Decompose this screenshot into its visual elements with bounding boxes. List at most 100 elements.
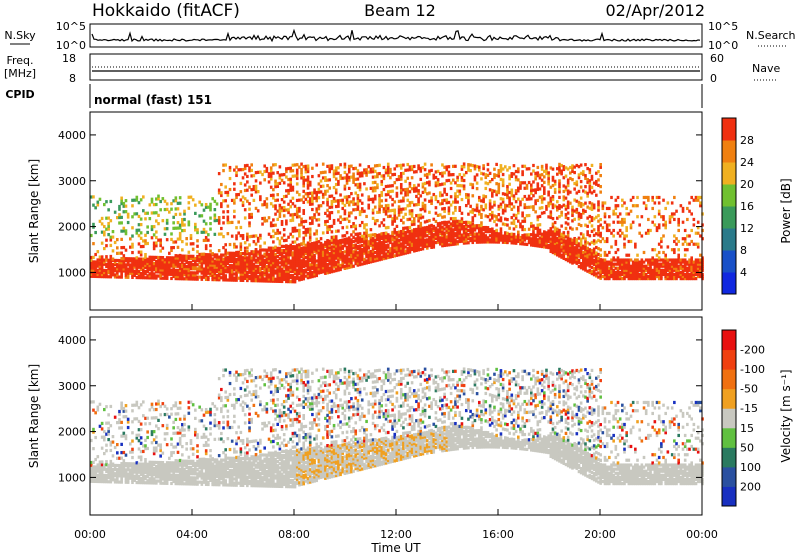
power-cell [177, 207, 180, 210]
power-cell [550, 213, 553, 216]
power-cell [628, 254, 631, 257]
power-cell [326, 198, 329, 201]
power-cell [625, 226, 628, 229]
power-cell [419, 178, 422, 181]
power-cell [224, 199, 227, 202]
power-cell [157, 214, 160, 217]
power-cell [565, 227, 568, 230]
power-cell [287, 192, 290, 195]
power-cell [348, 179, 351, 182]
power-cell [476, 173, 479, 176]
power-cell [337, 166, 340, 169]
power-cell [248, 243, 251, 246]
power-cell [240, 182, 243, 185]
power-cell [593, 206, 596, 209]
power-cell [209, 222, 212, 225]
power-cell [428, 183, 431, 186]
power-cell [593, 228, 596, 231]
power-cell [617, 204, 620, 207]
power-cell [175, 196, 178, 199]
power-cell [279, 240, 282, 243]
power-cell [567, 217, 570, 220]
power-cell [272, 194, 275, 197]
power-cell [151, 236, 154, 239]
power-cell [227, 232, 230, 235]
power-cell [242, 201, 245, 204]
power-cell [547, 191, 550, 194]
power-cell [367, 206, 370, 209]
power-cell [354, 224, 357, 227]
power-cell [534, 210, 537, 213]
power-cell [196, 228, 199, 231]
power-cell [116, 246, 119, 249]
power-cell [599, 163, 602, 166]
power-cell [519, 203, 522, 206]
power-cell [502, 184, 505, 187]
power-cell [222, 169, 225, 172]
power-cell [307, 186, 310, 189]
noise-right-tick-bottom: 10^0 [708, 39, 738, 52]
power-cell [396, 217, 399, 220]
power-cell [636, 254, 639, 257]
power-cell [140, 253, 143, 256]
power-cell [493, 168, 496, 171]
power-cell [599, 166, 602, 169]
power-cell [448, 206, 451, 209]
power-cell [183, 223, 186, 226]
power-cell [346, 231, 349, 234]
power-cell [240, 242, 243, 245]
power-cell [105, 255, 108, 258]
power-cell [400, 175, 403, 178]
power-cell [350, 211, 353, 214]
power-cell [450, 187, 453, 190]
power-cell [402, 221, 405, 224]
power-cell [246, 175, 249, 178]
power-cell [537, 218, 540, 221]
power-cell [658, 243, 661, 246]
power-cell [417, 184, 420, 187]
power-cell [127, 215, 130, 218]
power-cell [157, 222, 160, 225]
power-cell [97, 201, 100, 204]
power-cell [120, 197, 123, 200]
power-cell [270, 177, 273, 180]
power-cell [140, 231, 143, 234]
power-cell [255, 185, 258, 188]
power-cell [623, 245, 626, 248]
power-cell [276, 193, 279, 196]
power-cell [354, 227, 357, 230]
power-cell [612, 229, 615, 232]
power-cell [337, 202, 340, 205]
power-cell [615, 207, 618, 210]
power-cell [608, 223, 611, 226]
power-cell [259, 236, 262, 239]
power-cell [612, 234, 615, 237]
power-cell [623, 237, 626, 240]
power-cell [458, 173, 461, 176]
noise-right-label: N.Search [746, 29, 796, 42]
power-cell [146, 225, 149, 228]
power-cell [567, 233, 570, 236]
power-cell [599, 240, 602, 243]
power-cell [443, 188, 446, 191]
power-cell [497, 213, 500, 216]
power-cell [599, 232, 602, 235]
power-cell [428, 219, 431, 222]
power-cell [339, 193, 342, 196]
power-cell [309, 181, 312, 184]
power-cell [192, 248, 195, 251]
power-cell [419, 170, 422, 173]
power-cell [623, 221, 626, 224]
power-cell [296, 174, 299, 177]
power-cell [591, 164, 594, 167]
power-cell [335, 235, 338, 238]
power-cell [378, 164, 381, 167]
power-cell [513, 164, 516, 167]
power-cell [428, 191, 431, 194]
power-cell [233, 188, 236, 191]
power-cell [625, 234, 628, 237]
power-cell [673, 251, 676, 254]
power-cell [220, 205, 223, 208]
power-cell [404, 213, 407, 216]
power-cell [537, 182, 540, 185]
